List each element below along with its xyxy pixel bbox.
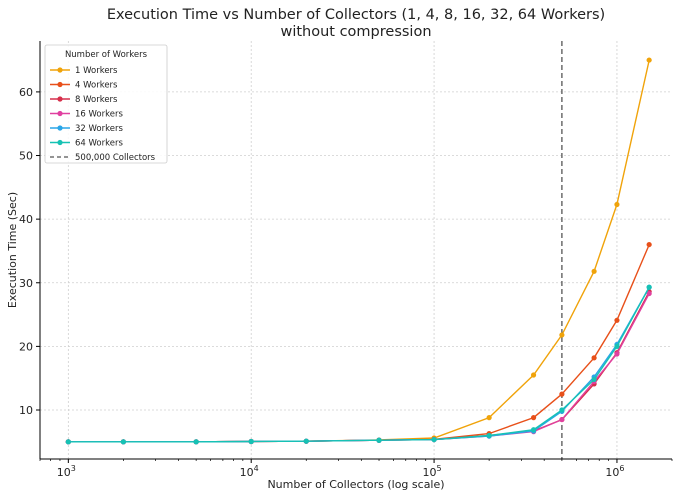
y-tick-label: 40 bbox=[19, 213, 33, 226]
x-axis-label: Number of Collectors (log scale) bbox=[267, 478, 444, 491]
data-point bbox=[646, 290, 652, 297]
series-lines bbox=[65, 41, 652, 459]
data-point bbox=[559, 391, 565, 397]
chart-subtitle: without compression bbox=[280, 24, 431, 40]
data-point bbox=[193, 439, 199, 445]
data-point bbox=[303, 438, 309, 444]
legend-swatch-marker bbox=[57, 139, 63, 146]
data-point bbox=[559, 416, 565, 423]
data-point bbox=[431, 436, 437, 443]
data-point bbox=[646, 284, 652, 290]
legend-swatch-marker bbox=[57, 125, 63, 131]
legend-entry-label: 64 Workers bbox=[75, 139, 123, 149]
y-tick-label: 20 bbox=[19, 340, 33, 353]
legend-swatch-marker bbox=[57, 96, 63, 102]
data-point bbox=[614, 317, 620, 323]
data-point bbox=[486, 432, 492, 439]
data-point bbox=[614, 343, 620, 349]
y-tick-label: 30 bbox=[19, 277, 33, 290]
data-point bbox=[120, 439, 126, 445]
y-tick-label: 60 bbox=[19, 86, 33, 99]
legend-swatch-marker bbox=[57, 81, 63, 88]
data-point bbox=[530, 372, 537, 378]
legend-entry-label: 500,000 Collectors bbox=[75, 153, 156, 163]
legend-entry-label: 16 Workers bbox=[75, 110, 123, 120]
data-point bbox=[486, 415, 492, 421]
legend: Number of Workers 1 Workers 4 Workers 8 Wor… bbox=[44, 44, 168, 164]
data-point bbox=[591, 376, 597, 383]
data-point bbox=[530, 415, 537, 421]
data-point bbox=[559, 332, 565, 338]
data-point bbox=[646, 241, 652, 248]
data-point bbox=[614, 351, 620, 357]
axes: 10 20 30 40 50 60 103 104 105 106 bbox=[19, 41, 673, 479]
data-point bbox=[614, 201, 620, 208]
x-tick-label: 104 bbox=[240, 464, 259, 479]
x-tick-label: 103 bbox=[57, 464, 76, 479]
data-point bbox=[530, 427, 537, 433]
chart-title: Execution Time vs Number of Collectors (… bbox=[107, 7, 605, 23]
data-point bbox=[376, 437, 382, 443]
legend-entry-label: 32 Workers bbox=[75, 124, 123, 134]
data-point bbox=[591, 355, 597, 361]
x-tick-label: 105 bbox=[423, 464, 442, 479]
data-point bbox=[591, 268, 597, 274]
data-point bbox=[65, 439, 71, 445]
y-tick-label: 50 bbox=[19, 150, 33, 163]
legend-entry-label: 1 Workers bbox=[75, 66, 118, 76]
data-point bbox=[646, 57, 652, 63]
legend-entry-label: 8 Workers bbox=[75, 95, 118, 105]
legend-swatch-marker bbox=[57, 110, 63, 117]
legend-title: Number of Workers bbox=[65, 50, 148, 60]
y-tick-label: 10 bbox=[19, 404, 33, 417]
x-tick-label: 106 bbox=[605, 464, 624, 479]
data-point bbox=[559, 407, 565, 413]
legend-box bbox=[44, 44, 168, 164]
y-axis-label: Execution Time (Sec) bbox=[6, 192, 19, 308]
legend-swatch-marker bbox=[57, 67, 63, 73]
data-point bbox=[248, 438, 254, 445]
legend-entry-label: 4 Workers bbox=[75, 81, 118, 91]
